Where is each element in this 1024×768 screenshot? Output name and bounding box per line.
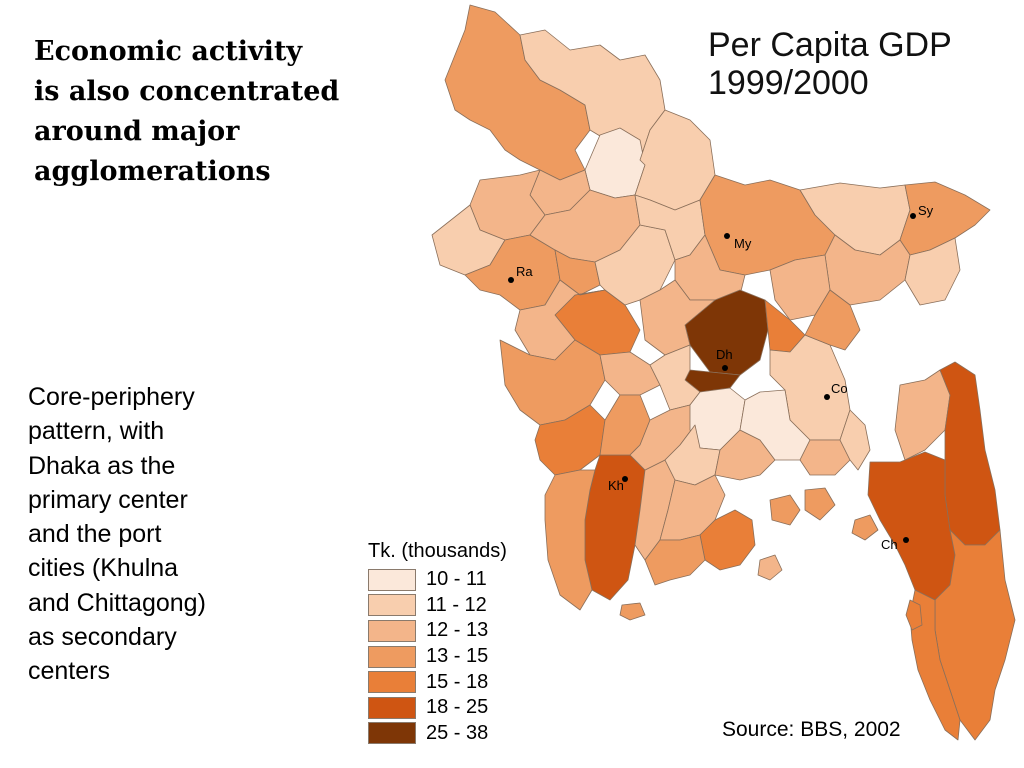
legend-swatch <box>368 696 416 719</box>
legend-row: 15 - 18 <box>368 669 507 695</box>
district-region <box>939 361 1001 546</box>
district-region <box>909 589 961 741</box>
legend-swatch <box>368 619 416 642</box>
map-title-line: Per Capita GDP <box>708 26 952 64</box>
city-label: Kh <box>608 478 624 493</box>
island <box>619 602 646 621</box>
district-region <box>839 409 871 471</box>
heading: Economic activity is also concentrated a… <box>34 32 340 192</box>
legend-label: 18 - 25 <box>426 696 489 719</box>
body-text-line: and the port <box>28 520 162 549</box>
district-region <box>649 344 701 411</box>
legend-swatch <box>368 568 416 591</box>
island <box>905 599 923 631</box>
city-label: Ch <box>881 537 898 552</box>
city-label: Sy <box>918 203 934 218</box>
legend-swatch <box>368 671 416 694</box>
district-region <box>584 454 646 601</box>
city-dot <box>910 213 916 219</box>
city-markers: Sy My Ra Dh Co Kh Ch <box>508 203 934 552</box>
city-dot <box>903 537 909 543</box>
map-title-line: 1999/2000 <box>708 64 869 102</box>
district-region <box>804 289 861 351</box>
city-dot <box>508 277 514 283</box>
island <box>769 494 801 526</box>
island <box>851 514 879 541</box>
district-region <box>867 451 956 601</box>
legend-swatch <box>368 722 416 745</box>
district-region <box>599 351 661 396</box>
city-label: My <box>734 236 752 251</box>
legend-label: 13 - 15 <box>426 645 489 668</box>
island <box>804 487 836 521</box>
heading-line: around major <box>34 116 240 147</box>
district-region <box>584 127 646 199</box>
body-text-line: cities (Khulna <box>28 554 179 583</box>
heading-line: agglomerations <box>34 156 271 187</box>
legend-swatch <box>368 645 416 668</box>
legend-label: 15 - 18 <box>426 670 489 693</box>
district-region <box>534 404 606 476</box>
district-region <box>769 254 831 321</box>
body-text-line: pattern, with <box>28 417 165 446</box>
district-region <box>514 279 606 361</box>
district-region <box>699 509 756 571</box>
legend-row: 25 - 38 <box>368 721 507 747</box>
district-region <box>639 279 716 356</box>
city-label: Dh <box>716 347 733 362</box>
legend-row: 12 - 13 <box>368 618 507 644</box>
legend-swatch <box>368 594 416 617</box>
body-text-line: as secondary <box>28 623 177 652</box>
legend-row: 13 - 15 <box>368 644 507 670</box>
district-region <box>544 469 596 611</box>
body-text-line: Dhaka as the <box>28 451 176 480</box>
body-text-line: and Chittagong) <box>28 588 206 617</box>
city-dot <box>824 394 830 400</box>
legend-label: 11 - 12 <box>426 593 487 616</box>
body-text: Core-periphery pattern, with Dhaka as th… <box>28 380 248 689</box>
body-text-line: Core-periphery <box>28 383 195 411</box>
legend-row: 10 - 11 <box>368 567 507 593</box>
legend-label: 10 - 11 <box>426 568 487 591</box>
heading-line: is also concentrated <box>34 76 340 107</box>
legend: Tk. (thousands) 10 - 11 11 - 12 12 - 13 … <box>368 540 507 746</box>
city-label: Co <box>831 381 848 396</box>
heading-line: Economic activity <box>34 36 303 67</box>
city-dot <box>722 365 728 371</box>
district-region <box>644 534 706 586</box>
body-text-line: centers <box>28 657 110 686</box>
district-region <box>934 529 1016 741</box>
legend-label: 12 - 13 <box>426 619 489 642</box>
legend-label: 25 - 38 <box>426 721 489 744</box>
district-region <box>904 237 961 306</box>
legend-row: 11 - 12 <box>368 593 507 619</box>
city-label: Ra <box>516 264 533 279</box>
city-dot <box>724 233 730 239</box>
map-title: Per Capita GDP 1999/2000 <box>708 26 952 102</box>
district-region <box>499 339 606 426</box>
legend-title: Tk. (thousands) <box>368 540 507 562</box>
district-region <box>894 369 951 461</box>
legend-row: 18 - 25 <box>368 695 507 721</box>
city-dot <box>622 476 628 482</box>
island <box>757 554 783 581</box>
body-text-line: primary center <box>28 485 188 514</box>
source-credit: Source: BBS, 2002 <box>722 718 901 741</box>
